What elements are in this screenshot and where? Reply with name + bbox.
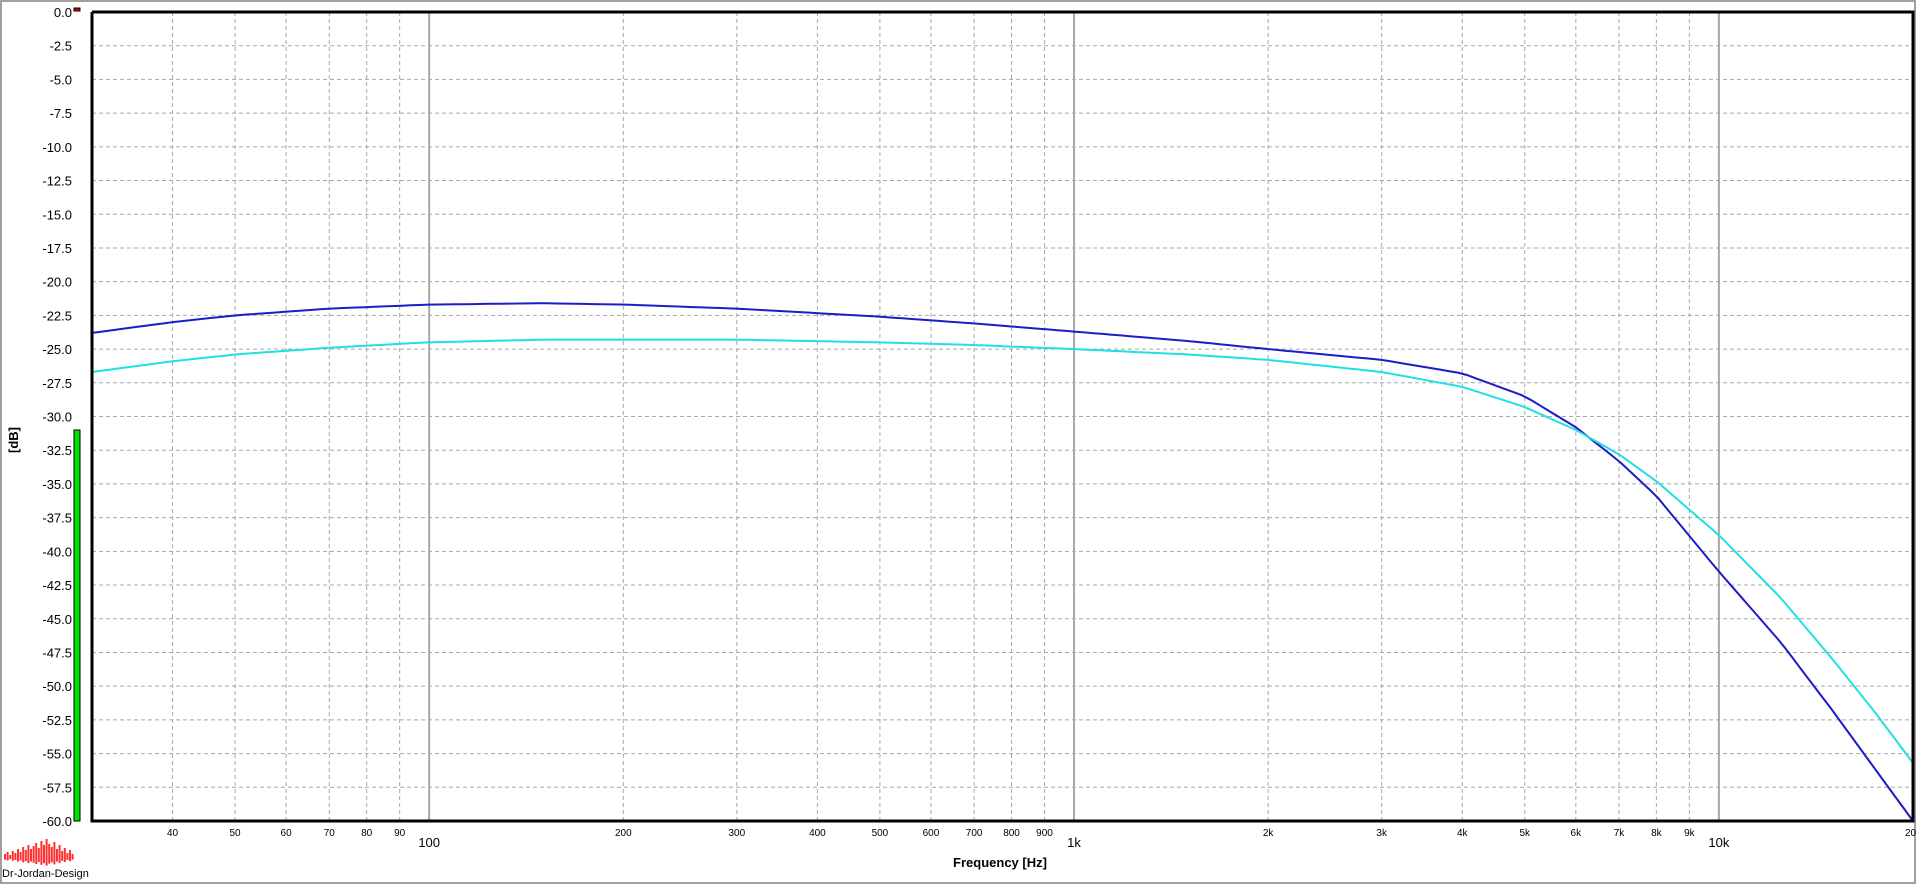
y-tick-label: -30.0 <box>42 410 72 425</box>
logo-bar <box>71 854 74 860</box>
logo-text: Dr-Jordan-Design <box>2 868 89 880</box>
y-tick-label: -60.0 <box>42 814 72 829</box>
logo-bar <box>30 849 32 862</box>
logo-bar <box>24 850 27 862</box>
y-tick-label: -22.5 <box>42 308 72 323</box>
x-tick-label: 60 <box>281 828 293 839</box>
logo-bar <box>43 845 45 864</box>
x-tick-label: 9k <box>1684 828 1696 839</box>
y-tick-label: -27.5 <box>42 376 72 391</box>
clip-indicator <box>73 7 81 12</box>
logo-bar <box>14 853 17 860</box>
y-tick-label: -55.0 <box>42 747 72 762</box>
y-tick-label: -37.5 <box>42 511 72 526</box>
plot-border <box>90 10 1915 823</box>
logo-bar <box>27 845 30 864</box>
y-tick-label: -52.5 <box>42 713 72 728</box>
logo-bar <box>9 855 12 860</box>
logo-bar <box>53 842 56 865</box>
x-tick-label: 3k <box>1376 828 1388 839</box>
x-tick-label: 40 <box>167 828 179 839</box>
x-tick-label: 6k <box>1571 828 1583 839</box>
y-tick-label: -20.0 <box>42 275 72 290</box>
x-tick-label: 20k <box>1905 828 1916 839</box>
x-axis-title: Frequency [Hz] <box>953 855 1047 870</box>
x-tick-label: 8k <box>1651 828 1663 839</box>
x-tick-label: 4k <box>1457 828 1469 839</box>
x-tick-label: 900 <box>1036 828 1053 839</box>
x-major-tick-label: 100 <box>418 835 440 850</box>
logo-bar <box>19 852 22 861</box>
logo-bar <box>69 850 71 862</box>
logo-bar <box>22 847 25 863</box>
x-major-tick-label: 10k <box>1708 835 1729 850</box>
x-tick-label: 700 <box>966 828 983 839</box>
y-tick-label: -45.0 <box>42 612 72 627</box>
logo-bar <box>32 846 35 863</box>
logo-bar <box>45 839 48 866</box>
x-tick-label: 50 <box>229 828 241 839</box>
y-tick-label: -17.5 <box>42 241 72 256</box>
x-tick-label: 80 <box>361 828 373 839</box>
x-tick-label: 2k <box>1263 828 1275 839</box>
logo-bar <box>17 849 19 862</box>
y-tick-label: -7.5 <box>50 106 72 121</box>
logo-bar <box>6 852 9 861</box>
x-major-tick-label: 1k <box>1067 835 1081 850</box>
x-tick-label: 7k <box>1614 828 1626 839</box>
logo-bar <box>4 854 6 860</box>
x-tick-label: 500 <box>872 828 889 839</box>
y-axis-title: [dB] <box>6 427 21 453</box>
logo-bar <box>48 844 51 864</box>
x-tick-label: 90 <box>394 828 406 839</box>
y-tick-label: -2.5 <box>50 39 72 54</box>
logo-bar <box>11 851 14 861</box>
x-tick-label: 70 <box>324 828 336 839</box>
y-tick-label: -35.0 <box>42 477 72 492</box>
y-tick-label: -5.0 <box>50 72 72 87</box>
x-tick-label: 400 <box>809 828 826 839</box>
x-tick-label: 5k <box>1519 828 1531 839</box>
logo-bar <box>40 841 43 865</box>
series-line-2 <box>91 338 1914 764</box>
y-tick-label: -32.5 <box>42 443 72 458</box>
x-tick-label: 600 <box>923 828 940 839</box>
x-tick-label: 300 <box>729 828 746 839</box>
y-tick-label: 0.0 <box>54 5 72 20</box>
logo-bar <box>66 853 69 860</box>
y-tick-label: -42.5 <box>42 578 72 593</box>
logo-bar <box>58 845 61 864</box>
logo-bar <box>50 847 53 863</box>
x-tick-label: 200 <box>615 828 632 839</box>
y-tick-label: -15.0 <box>42 207 72 222</box>
x-tick-label: 800 <box>1003 828 1020 839</box>
y-tick-label: -57.5 <box>42 780 72 795</box>
level-meter-bar <box>73 429 81 822</box>
logo-bar <box>56 849 58 862</box>
logo-bar <box>35 843 38 864</box>
y-tick-label: -12.5 <box>42 174 72 189</box>
logo-bar <box>37 848 40 862</box>
y-tick-label: -50.0 <box>42 679 72 694</box>
y-tick-label: -25.0 <box>42 342 72 357</box>
logo-bar <box>61 851 64 861</box>
logo-bar <box>63 848 66 862</box>
y-tick-label: -10.0 <box>42 140 72 155</box>
series-line-1 <box>91 302 1914 822</box>
y-tick-label: -40.0 <box>42 544 72 559</box>
y-tick-label: -47.5 <box>42 645 72 660</box>
